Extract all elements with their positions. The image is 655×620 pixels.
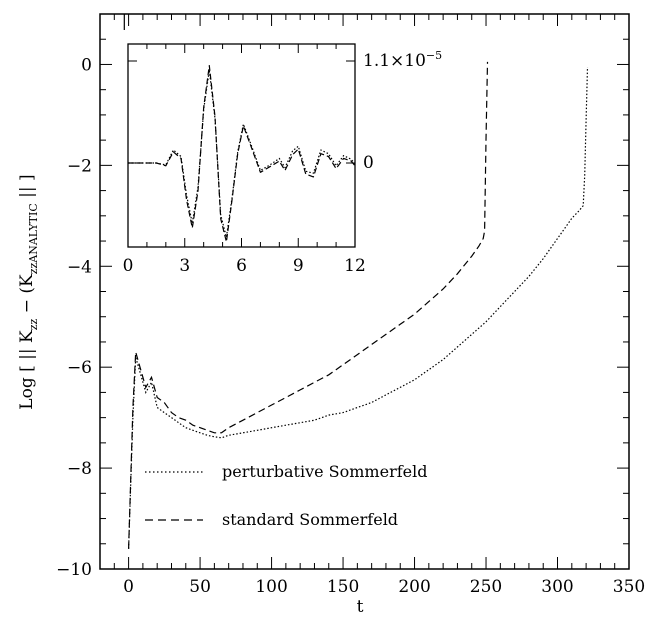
main-y-tick-label: −10 bbox=[56, 560, 92, 580]
inset-ytick-top-exponent: −5 bbox=[426, 49, 442, 62]
x-axis-label: t bbox=[357, 597, 364, 617]
inset-ytick-top: 1.1×10−5 bbox=[363, 49, 442, 71]
series-perturbative-sommerfeld bbox=[128, 66, 589, 549]
y-axis-label-mid: − (K bbox=[17, 274, 37, 319]
inset-background bbox=[128, 44, 355, 247]
inset-x-tick-label: 12 bbox=[344, 256, 366, 276]
y-axis-label-sub3: ANALYTIC bbox=[27, 203, 40, 263]
main-x-tick-label: 0 bbox=[123, 577, 134, 597]
main-x-tick-label: 350 bbox=[613, 577, 645, 597]
inset-series-group bbox=[128, 64, 356, 243]
main-y-tick-label: −8 bbox=[67, 459, 92, 479]
y-axis-label-suffix: || ] bbox=[17, 174, 37, 203]
inset-axis-ticks bbox=[127, 44, 356, 247]
main-axis-ticks bbox=[100, 13, 630, 570]
main-y-tick-label: 0 bbox=[81, 55, 92, 75]
main-x-tick-labels: 0 50 100 150 200 250 300 350 bbox=[123, 577, 645, 597]
series-standard-sommerfeld bbox=[128, 61, 489, 549]
main-y-tick-label: −2 bbox=[67, 156, 92, 176]
inset-x-tick-label: 6 bbox=[236, 256, 247, 276]
y-axis-label: Log [ || Kzz − (KzzANALYTIC || ] bbox=[17, 174, 40, 409]
inset-x-tick-label: 9 bbox=[293, 256, 304, 276]
y-axis-label-sub1: zz bbox=[27, 318, 40, 330]
main-x-tick-label: 200 bbox=[398, 577, 430, 597]
legend-label-perturbative: perturbative Sommerfeld bbox=[222, 462, 427, 481]
inset-ytick-zero: 0 bbox=[363, 153, 374, 173]
inset-x-tick-label: 3 bbox=[179, 256, 190, 276]
inset-x-tick-labels: 0 3 6 9 12 bbox=[123, 256, 366, 276]
legend: perturbative Sommerfeld standard Sommerf… bbox=[145, 462, 427, 529]
main-x-tick-label: 150 bbox=[327, 577, 359, 597]
y-axis-label-prefix: Log [ || K bbox=[17, 330, 37, 410]
inset-x-tick-label: 0 bbox=[123, 256, 134, 276]
main-series-group bbox=[123, 14, 589, 549]
inset-ytick-top-base: 1.1×10 bbox=[363, 51, 426, 71]
main-x-tick-label: 250 bbox=[470, 577, 502, 597]
y-axis-label-sub2: zz bbox=[27, 263, 40, 275]
inset-series-dashed bbox=[128, 64, 356, 243]
main-x-tick-label: 100 bbox=[255, 577, 287, 597]
main-x-tick-label: 300 bbox=[541, 577, 573, 597]
main-y-tick-label: −4 bbox=[67, 257, 92, 277]
main-y-tick-labels: −10 −8 −6 −4 −2 0 bbox=[56, 55, 92, 580]
main-y-tick-label: −6 bbox=[67, 358, 92, 378]
legend-label-standard: standard Sommerfeld bbox=[222, 510, 398, 529]
main-x-tick-label: 50 bbox=[189, 577, 211, 597]
